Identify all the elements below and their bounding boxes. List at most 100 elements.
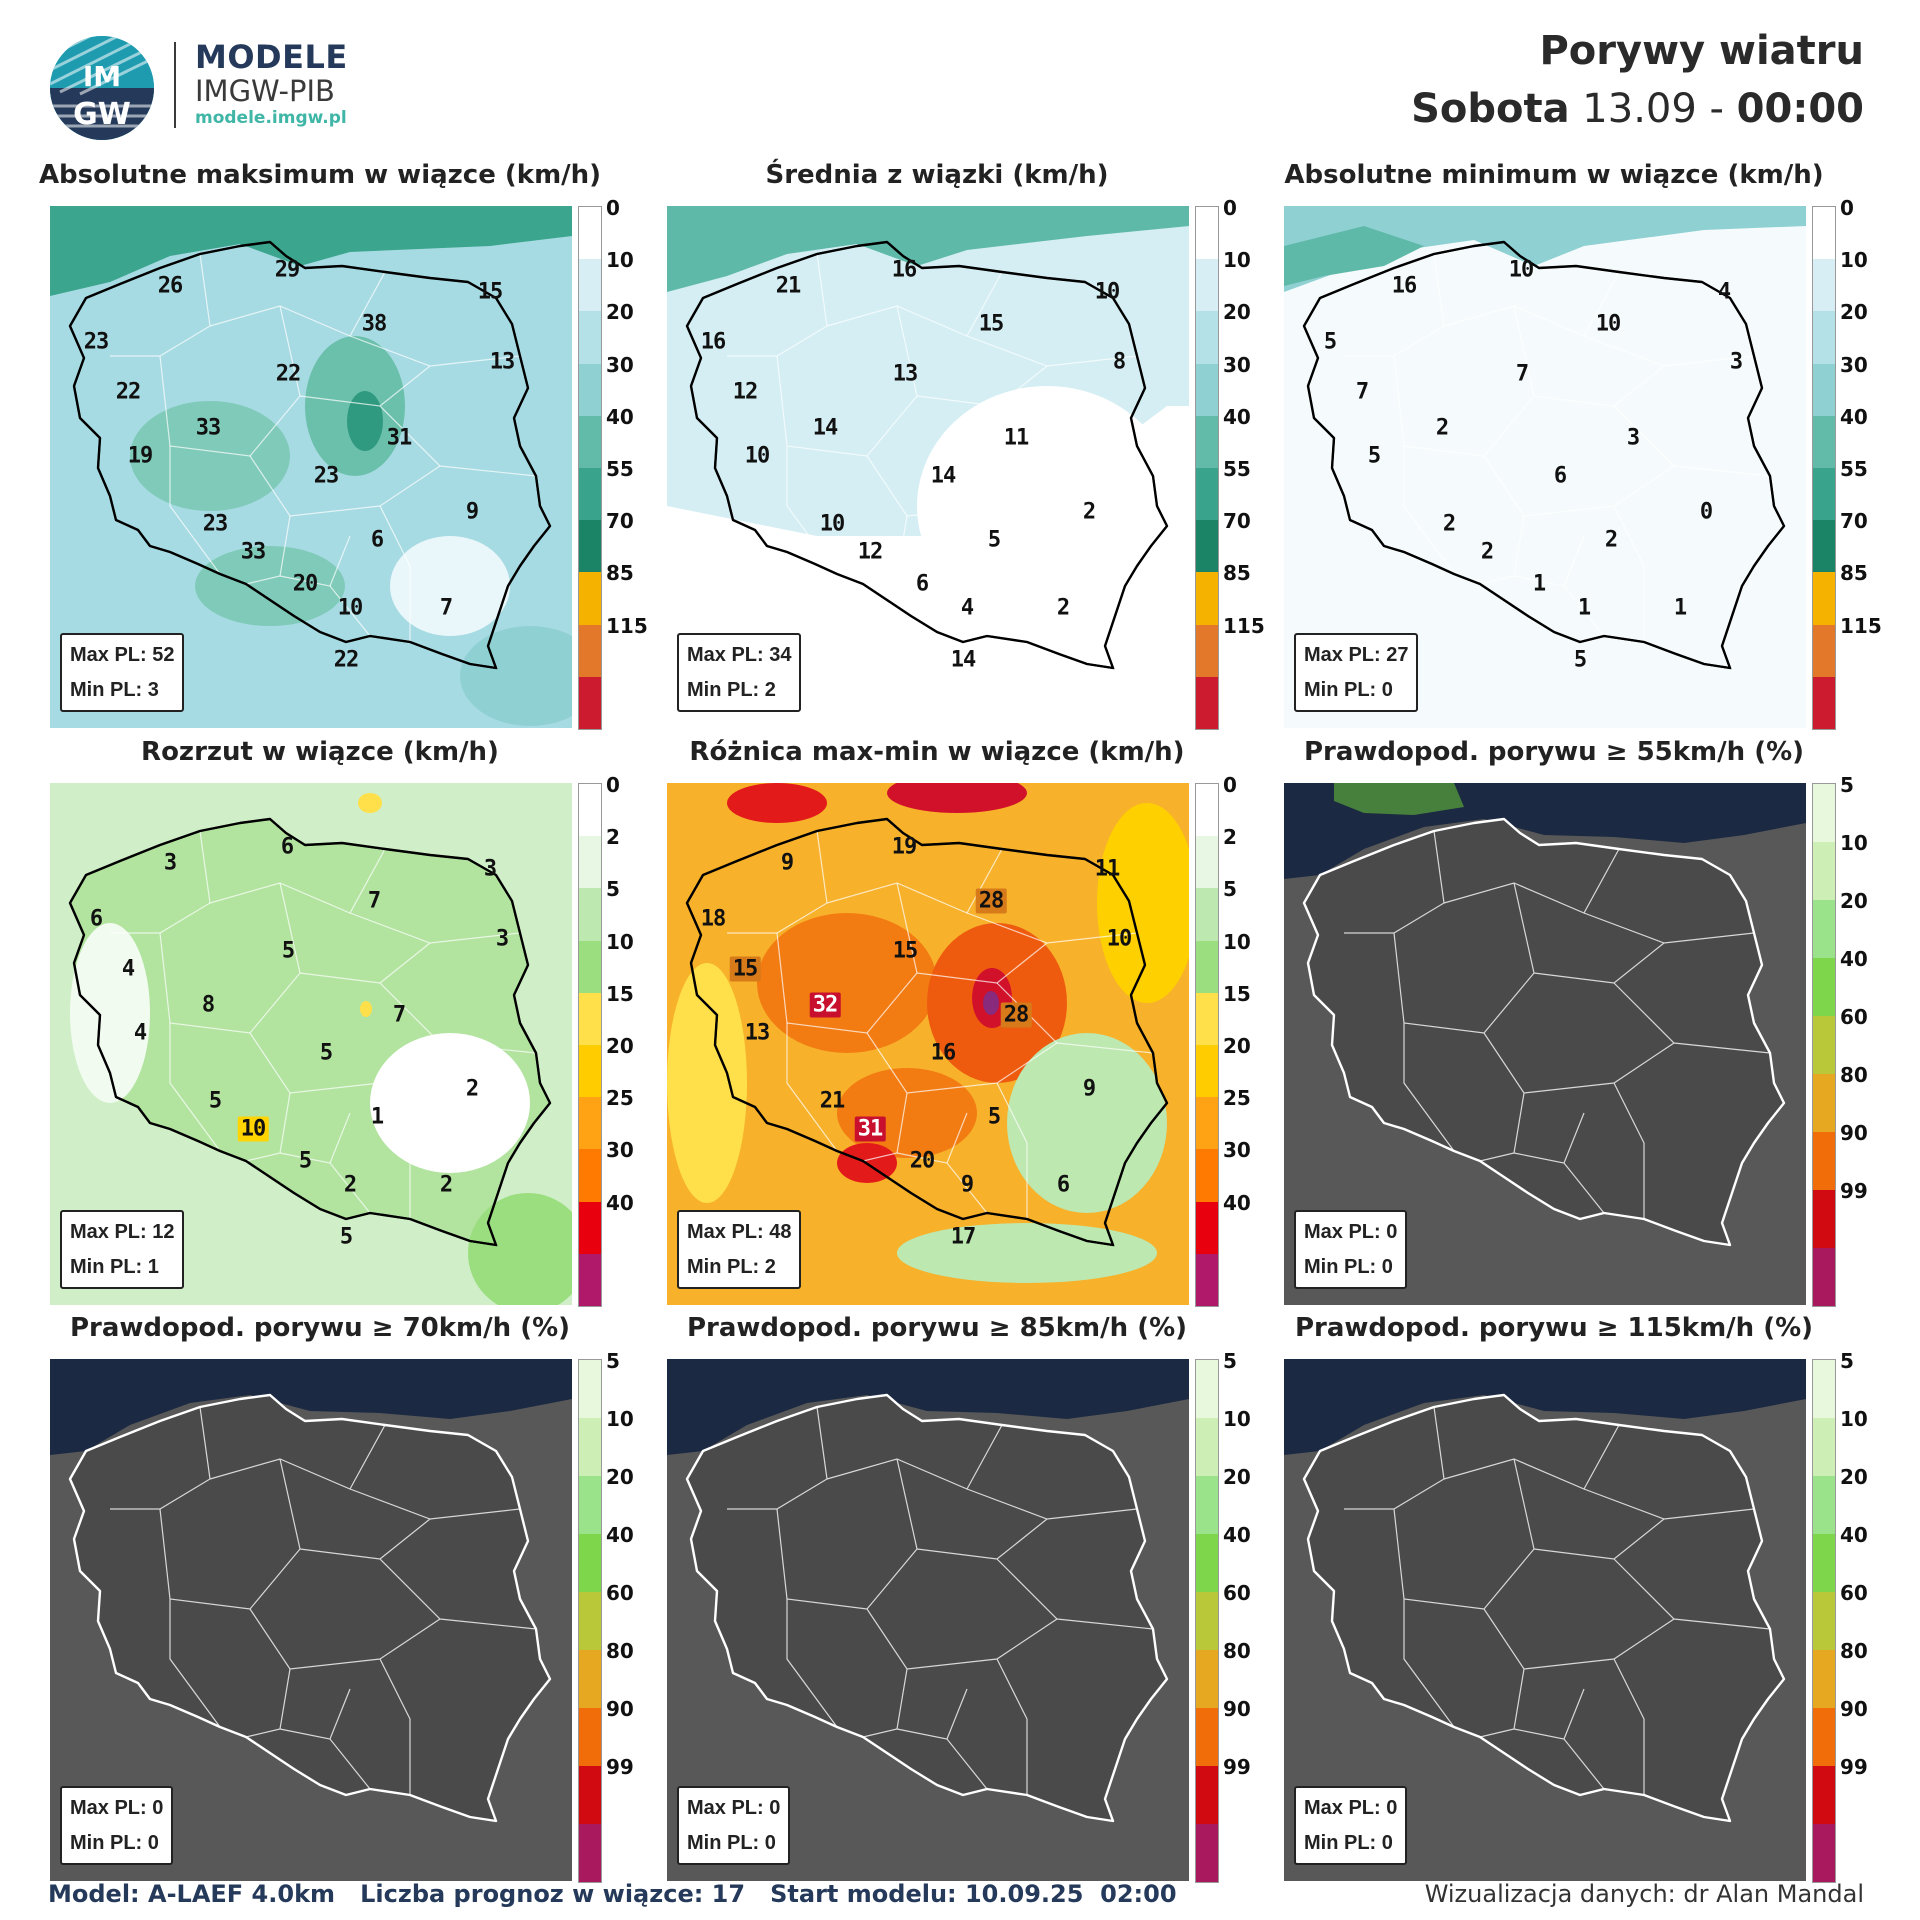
map-value-label: 2 [343,1172,357,1198]
color-bar-segment [1813,1132,1835,1190]
color-bar-segment [579,572,601,625]
map-value-label: 8 [201,992,215,1018]
forecast-date: Sobota 13.09 - 00:00 [1411,86,1864,132]
color-bar-tick: 0 [1223,196,1237,220]
brand-separator [174,42,176,128]
color-bar-segment [1196,520,1218,573]
map-value-label: 10 [1595,311,1621,337]
map-value-label: 5 [319,1040,333,1066]
max-pl: Max PL: 34 [687,644,792,666]
map-value-label: 1 [370,1104,384,1130]
map-value-label: 6 [370,527,384,553]
color-bar-segment [1813,572,1835,625]
brand-url[interactable]: modele.imgw.pl [195,108,347,128]
color-bar-tick: 80 [606,1639,634,1663]
color-bar-segment [1196,940,1218,993]
stats-box: Max PL: 12 Min PL: 1 [60,1210,185,1289]
color-bar-segment [1196,259,1218,312]
color-bar [1812,783,1836,1307]
color-bar-tick: 25 [606,1086,634,1111]
color-bar-segment [1813,311,1835,364]
color-bar-segment [1196,1201,1218,1254]
map-value-label: 7 [1515,361,1529,387]
color-bar-segment [1196,1097,1218,1150]
color-bar-tick: 60 [1223,1581,1251,1605]
color-bar-tick: 20 [1223,1465,1251,1489]
map-value-label: 15 [729,956,761,982]
map-value-label: 21 [819,1088,845,1114]
color-bar-tick: 70 [1840,509,1868,534]
color-bar-segment [1196,467,1218,521]
color-bar-segment [1196,1360,1218,1418]
color-bar-tick: 40 [1840,947,1868,971]
color-bar-segment [579,1253,601,1306]
color-bar [578,206,602,730]
color-bar-segment [1813,1074,1835,1132]
color-bar-tick: 80 [1840,1639,1868,1663]
stats-box: Max PL: 52 Min PL: 3 [60,633,185,712]
color-bar-segment [1813,259,1835,312]
color-bar-segment [1813,207,1835,260]
stats-box: Max PL: 27 Min PL: 0 [1294,633,1419,712]
color-bar-segment [579,1418,601,1476]
map-value-label: 20 [292,571,318,597]
map-value-label: 16 [891,257,917,283]
map-value-label: 5 [1323,329,1337,355]
map-value-label: 7 [439,595,453,621]
color-bar-segment [579,520,601,573]
color-bar-segment [1196,676,1218,729]
map-value-label: 22 [275,361,301,387]
map-value-label: 19 [127,443,153,469]
color-bar-segment [1196,1766,1218,1824]
color-bar-segment [1196,207,1218,260]
color-bar-segment [1813,1708,1835,1766]
color-bar-tick: 90 [1840,1697,1868,1721]
color-bar-segment [1813,363,1835,416]
color-bar-tick: 70 [1223,509,1251,534]
color-bar-segment [1813,624,1835,677]
color-bar-segment [1196,1708,1218,1766]
map-value-label: 28 [975,888,1007,914]
color-bar-tick: 99 [606,1755,634,1779]
color-bar-tick: 10 [606,1407,634,1431]
color-bar-segment [579,1708,601,1766]
max-pl: Max PL: 0 [687,1797,781,1819]
color-bar-tick: 30 [606,352,634,377]
min-pl: Min PL: 0 [70,1832,159,1854]
color-bar-segment [579,415,601,468]
color-bar-tick: 99 [1840,1755,1868,1779]
color-bar-segment [579,363,601,416]
min-pl: Min PL: 0 [1304,679,1393,701]
color-bar [1195,783,1219,1307]
stats-box: Max PL: 0 Min PL: 0 [1294,1210,1408,1289]
color-bar-segment [1196,1149,1218,1202]
color-bar-segment [579,676,601,729]
color-bar-segment [1196,1253,1218,1306]
panel-title: Prawdopod. porywu ≥ 55km/h (%) [1303,737,1805,767]
panel-title: Rozrzut w wiązce (km/h) [141,737,499,767]
color-bar-tick: 90 [1840,1121,1868,1145]
color-bar-tick: 40 [1840,1523,1868,1547]
svg-text:GW: GW [73,97,131,132]
color-bar-segment [1196,1418,1218,1476]
map-value-label: 13 [489,349,515,375]
color-bar-tick: 10 [1840,1407,1868,1431]
map-panel-4: 3 6 3 6 7 3 4 5 8 7 4 5 2 5 1 10 5 2 2 5 Max PL: 12 Min PL: 1 [50,783,572,1305]
color-bar-tick: 55 [1840,457,1868,481]
map-value-label: 12 [857,539,883,565]
map-value-label: 4 [960,595,974,621]
stats-box: Max PL: 0 Min PL: 0 [1294,1786,1408,1865]
date-time: 00:00 [1736,86,1864,132]
color-bar-tick: 40 [1223,404,1251,429]
color-bar-tick: 5 [1840,1349,1854,1373]
map-value-label: 5 [987,527,1001,553]
color-bar [1195,1359,1219,1883]
color-bar-segment [579,836,601,889]
max-pl: Max PL: 12 [70,1221,175,1243]
map-value-label: 7 [367,888,381,914]
color-bar-segment [579,207,601,260]
color-bar-segment [579,624,601,677]
color-bar-segment [1813,415,1835,468]
poland-map [1284,1359,1806,1823]
brand-name: MODELE [195,38,348,76]
